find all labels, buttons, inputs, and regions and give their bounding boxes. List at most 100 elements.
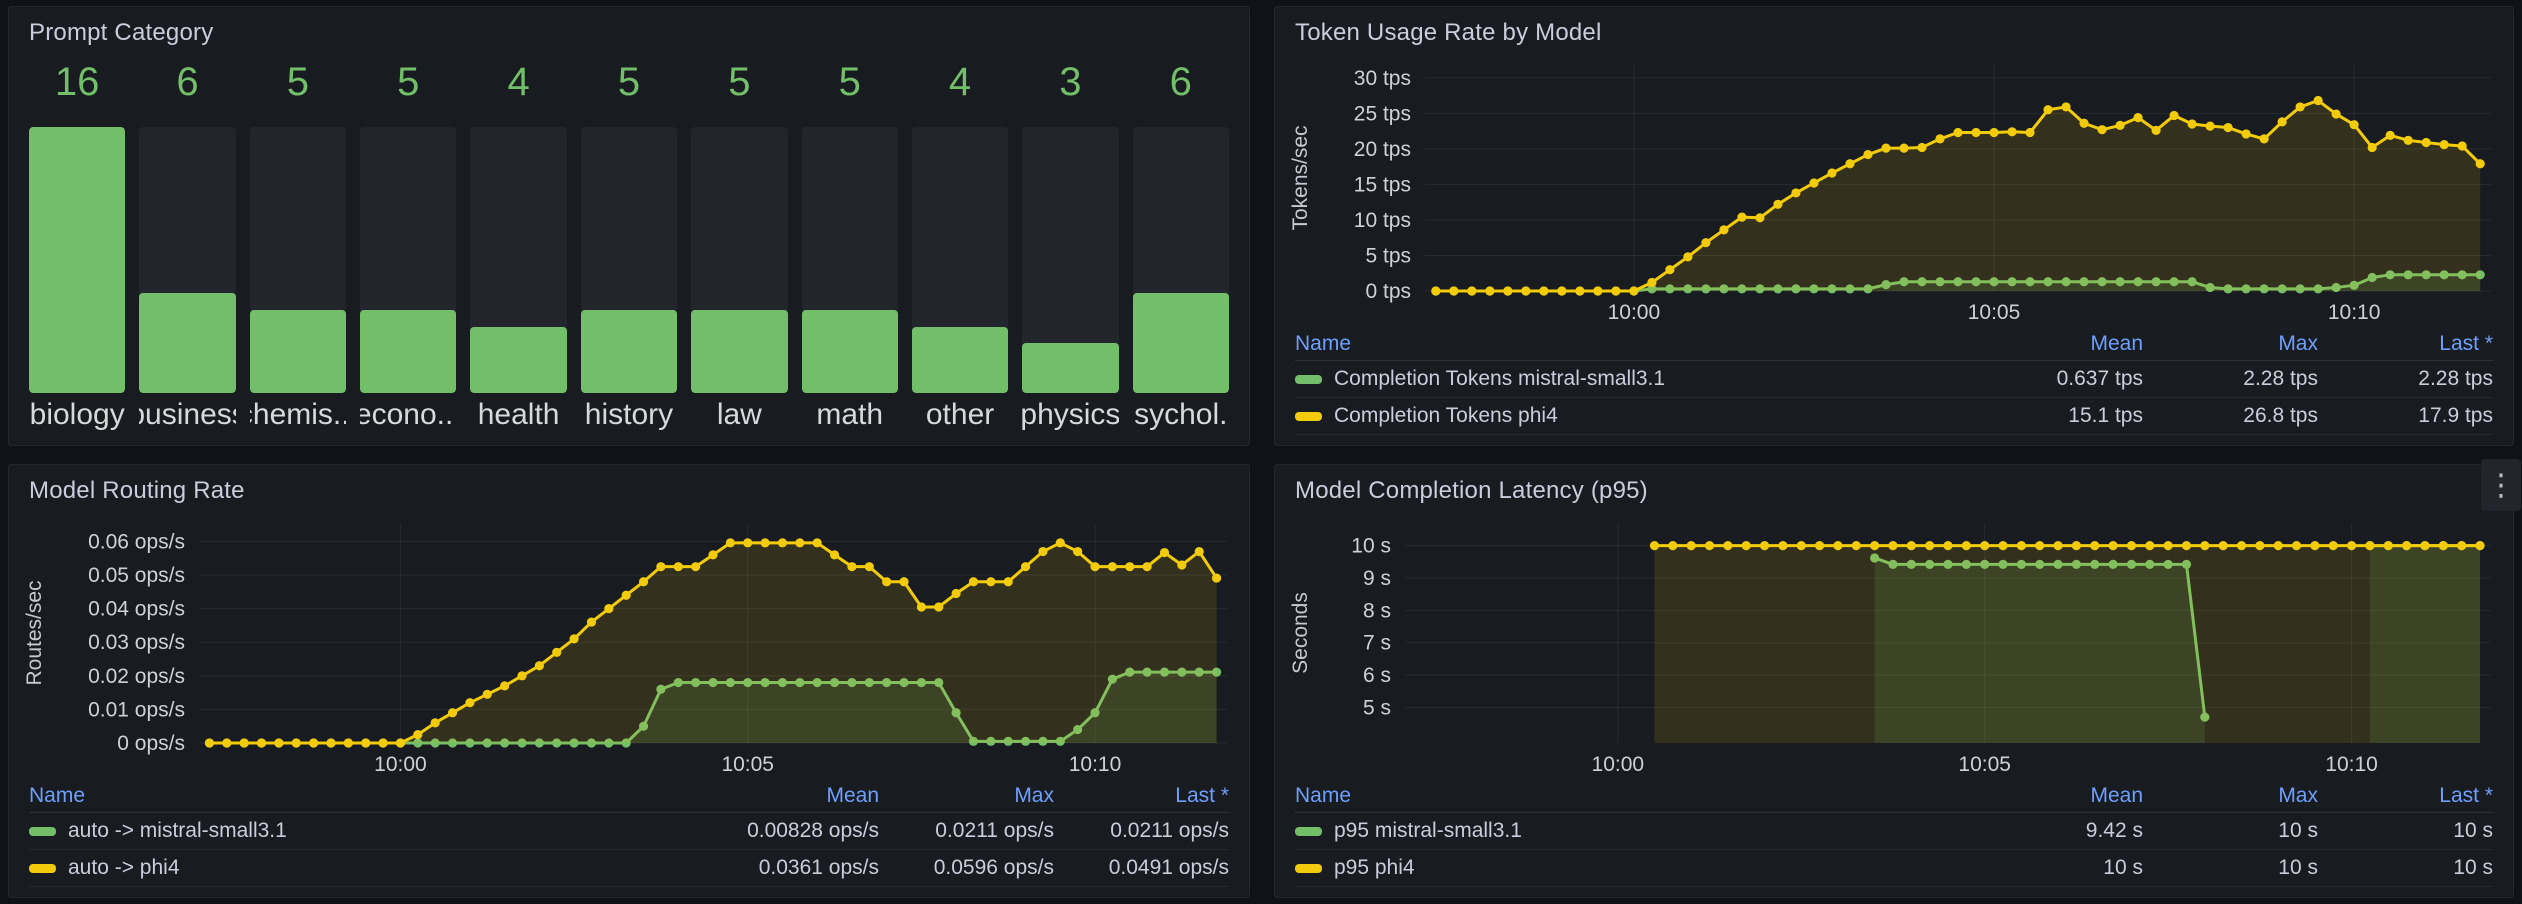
- legend-header-name[interactable]: Name: [29, 783, 86, 807]
- bar-fill: [29, 127, 126, 393]
- series-point: [2090, 559, 2100, 570]
- series-point: [882, 677, 892, 688]
- panel-title[interactable]: Prompt Category: [29, 19, 214, 46]
- series-point: [2097, 125, 2107, 135]
- legend-series-name[interactable]: Completion Tokens phi4: [1334, 404, 1558, 427]
- series-point: [1665, 284, 1675, 294]
- bar-column: 3 physics: [1022, 57, 1119, 437]
- time-series-plot[interactable]: 0 ops/s 0.01 ops/s 0.02 ops/s 0.03 ops/s 0.0…: [17, 511, 1241, 779]
- series-point: [2295, 284, 2305, 294]
- series-point: [1755, 284, 1765, 294]
- series-point: [604, 604, 614, 614]
- time-series-plot[interactable]: 5 s 6 s 7 s 8 s 9 s 10 s 10:00 10:05 10:10 Second…: [1283, 511, 2505, 779]
- legend-header-max[interactable]: Max: [1014, 783, 1054, 807]
- bar-value-label: 5: [286, 60, 310, 104]
- series-point: [708, 550, 718, 560]
- bar-fill: [1022, 343, 1119, 393]
- legend-last-value: 0.0491 ops/s: [1108, 856, 1229, 879]
- bar-track: [139, 127, 236, 393]
- panel-title[interactable]: Model Completion Latency (p95): [1295, 477, 1648, 504]
- series-point: [1503, 286, 1513, 296]
- panel-menu-kebab-icon[interactable]: ⋮: [2481, 459, 2521, 511]
- series-point: [1704, 541, 1715, 551]
- x-tick-label: 10:05: [721, 753, 774, 776]
- series-point: [1845, 159, 1855, 169]
- series-point: [1701, 284, 1711, 294]
- series-point: [482, 738, 492, 748]
- series-point: [725, 677, 735, 688]
- y-tick-label: 0.02 ops/s: [88, 665, 185, 688]
- series-point: [1055, 736, 1065, 746]
- bar-fill: [580, 309, 678, 393]
- series-point: [309, 738, 319, 748]
- series-point: [1073, 546, 1083, 557]
- legend-header-max[interactable]: Max: [2278, 783, 2318, 807]
- bar-category-label: health: [477, 398, 560, 431]
- legend-series-name[interactable]: Completion Tokens mistral-small3.1: [1334, 367, 1666, 390]
- legend-header-last[interactable]: Last *: [1175, 783, 1229, 807]
- legend-header-max[interactable]: Max: [2278, 331, 2318, 355]
- panel-title[interactable]: Model Routing Rate: [29, 477, 245, 504]
- time-series-plot[interactable]: 0 tps 5 tps 10 tps 15 tps 20 tps 25 tps 30 tps…: [1283, 53, 2505, 327]
- legend-last-value: 0.0211 ops/s: [1110, 819, 1229, 842]
- series-point: [2255, 541, 2265, 551]
- series-point: [777, 538, 788, 548]
- series-point: [569, 738, 579, 748]
- bar-value-label: 5: [617, 60, 641, 104]
- panel-title[interactable]: Token Usage Rate by Model: [1295, 19, 1602, 46]
- series-point: [2457, 141, 2467, 151]
- series-point: [204, 738, 215, 748]
- y-tick-label: 9 s: [1363, 567, 1391, 590]
- legend-series-name[interactable]: p95 phi4: [1334, 856, 1415, 879]
- series-point: [2218, 541, 2228, 551]
- legend-header-last[interactable]: Last *: [2439, 783, 2493, 807]
- series-color-swatch: [29, 826, 56, 836]
- series-point: [2025, 277, 2035, 287]
- series-point: [1431, 286, 1441, 296]
- series-point: [465, 738, 475, 748]
- x-tick-label: 10:10: [2325, 753, 2378, 776]
- series-point: [2277, 117, 2287, 127]
- series-point: [2310, 541, 2320, 551]
- bar-fill: [139, 293, 236, 393]
- series-point: [2200, 541, 2210, 551]
- legend-table: Name Mean Max Last * auto -> mistral-small3.…: [9, 779, 1249, 897]
- series-point: [2259, 134, 2269, 144]
- bar-fill: [691, 309, 788, 393]
- series-point: [2181, 559, 2192, 570]
- series-point: [2043, 277, 2053, 287]
- series-point: [2133, 277, 2143, 287]
- panel-header: Model Completion Latency (p95) ⋮: [1275, 459, 2521, 511]
- series-point: [1090, 708, 1100, 718]
- series-point: [2043, 105, 2053, 115]
- series-point: [274, 738, 284, 748]
- legend-series-name[interactable]: auto -> mistral-small3.1: [68, 819, 287, 842]
- series-point: [1971, 127, 1981, 138]
- series-point: [1647, 277, 1657, 288]
- series-area-fill: [1874, 557, 2205, 743]
- bar-category-label: business: [139, 398, 235, 431]
- series-point: [2475, 159, 2485, 169]
- legend-header-name[interactable]: Name: [1295, 783, 1352, 807]
- series-point: [1809, 284, 1819, 294]
- series-point: [2349, 120, 2359, 130]
- bar-column: 4 health: [470, 57, 567, 437]
- bar-track: [470, 127, 567, 393]
- series-point: [2346, 541, 2357, 551]
- legend-header-mean[interactable]: Mean: [2090, 783, 2143, 807]
- series-point: [378, 738, 388, 748]
- legend-series-name[interactable]: p95 mistral-small3.1: [1334, 819, 1522, 842]
- legend-header-mean[interactable]: Mean: [826, 783, 879, 807]
- series-point: [1038, 736, 1048, 746]
- series-point: [2145, 559, 2155, 570]
- series-point: [621, 590, 631, 600]
- legend-header-mean[interactable]: Mean: [2090, 331, 2143, 355]
- legend-series-name[interactable]: auto -> phi4: [68, 856, 180, 879]
- series-point: [2151, 125, 2161, 135]
- legend-header-name[interactable]: Name: [1295, 331, 1352, 355]
- series-area-fill: [2369, 545, 2480, 743]
- legend-header-last[interactable]: Last *: [2439, 331, 2493, 355]
- series-point: [1194, 546, 1204, 557]
- series-point: [2475, 541, 2485, 551]
- bar-track: [360, 127, 457, 393]
